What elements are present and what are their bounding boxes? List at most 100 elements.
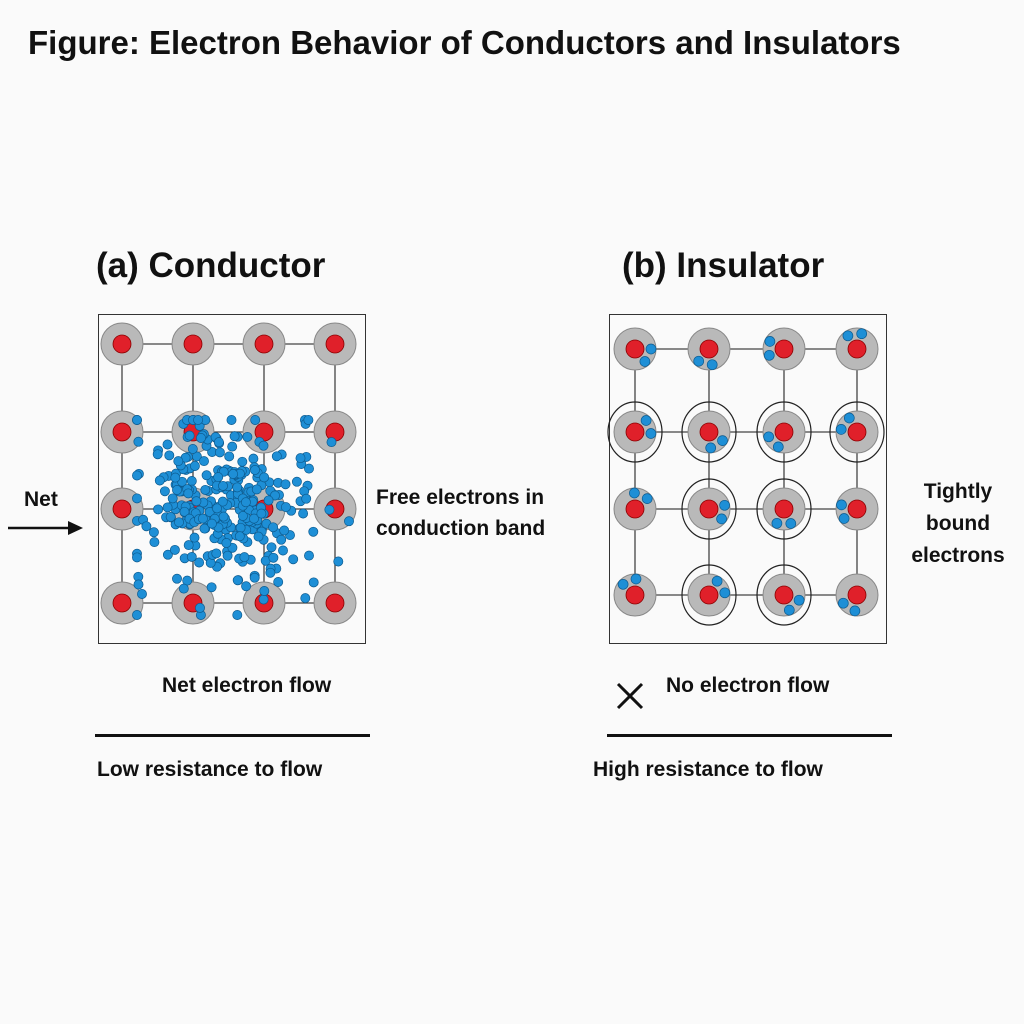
free-electron bbox=[237, 456, 248, 467]
atom-nucleus bbox=[847, 499, 867, 519]
free-electron bbox=[132, 552, 142, 563]
free-electron bbox=[169, 544, 180, 555]
free-electron bbox=[229, 431, 240, 442]
insulator-side-label-line2: bound bbox=[925, 512, 991, 535]
free-electron bbox=[298, 508, 309, 519]
bound-electron bbox=[639, 356, 651, 367]
free-electron bbox=[308, 577, 319, 588]
free-electron bbox=[152, 449, 163, 460]
free-electron bbox=[218, 511, 229, 522]
free-electron bbox=[280, 479, 291, 490]
conductor-side-label: Free electrons in conduction band bbox=[376, 482, 545, 544]
insulator-resistance-label: High resistance to flow bbox=[593, 758, 823, 781]
free-electron bbox=[266, 542, 277, 553]
free-electron bbox=[304, 463, 314, 474]
insulator-side-label-line3: electrons bbox=[911, 544, 1005, 567]
free-electron bbox=[212, 503, 222, 514]
free-electron bbox=[133, 436, 144, 447]
free-electron bbox=[132, 415, 142, 425]
free-electron bbox=[162, 549, 173, 560]
free-electron bbox=[344, 516, 354, 527]
free-electron bbox=[183, 488, 194, 499]
atom-nucleus bbox=[254, 334, 274, 354]
free-electron bbox=[232, 575, 243, 586]
free-electron bbox=[242, 431, 253, 442]
free-electron bbox=[276, 534, 287, 545]
free-electron bbox=[179, 506, 190, 517]
free-electron bbox=[164, 450, 175, 461]
free-electron bbox=[173, 456, 184, 467]
free-electron bbox=[241, 581, 252, 592]
bound-electron bbox=[630, 573, 642, 585]
atom-nucleus bbox=[325, 593, 345, 613]
free-electron bbox=[288, 554, 299, 565]
free-electron bbox=[249, 513, 259, 524]
free-electron bbox=[258, 594, 269, 605]
bound-electron bbox=[629, 487, 640, 499]
free-electron bbox=[189, 532, 200, 543]
bound-electron bbox=[849, 605, 861, 617]
free-electron bbox=[187, 444, 198, 454]
free-electron bbox=[200, 484, 211, 495]
bound-electron bbox=[717, 435, 728, 446]
free-electron bbox=[137, 589, 147, 599]
free-electron bbox=[251, 484, 262, 495]
free-electron bbox=[324, 504, 335, 515]
bound-electron bbox=[763, 431, 775, 443]
insulator-side-label: Tightly bound electrons bbox=[898, 476, 1018, 572]
insulator-divider bbox=[607, 734, 892, 737]
conductor-title: (a) Conductor bbox=[96, 246, 326, 285]
bound-electron bbox=[706, 359, 718, 371]
free-electron bbox=[189, 461, 200, 471]
free-electron bbox=[178, 583, 189, 594]
conductor-flow-label: Net electron flow bbox=[162, 674, 332, 697]
atom-nucleus bbox=[699, 339, 719, 359]
free-electron bbox=[271, 451, 282, 462]
free-electron bbox=[304, 550, 314, 561]
atom-nucleus bbox=[699, 422, 719, 442]
free-electron bbox=[259, 586, 270, 596]
free-electron bbox=[154, 475, 165, 486]
free-electron bbox=[253, 531, 264, 542]
atom-nucleus bbox=[112, 334, 132, 354]
free-electron bbox=[227, 441, 238, 452]
bound-electron bbox=[793, 594, 805, 606]
free-electron bbox=[235, 522, 246, 533]
free-electron bbox=[303, 415, 314, 425]
insulator-lattice-panel bbox=[607, 314, 887, 644]
atom-nucleus bbox=[112, 593, 132, 613]
free-electron bbox=[206, 518, 217, 529]
free-electron bbox=[162, 502, 173, 513]
free-electron bbox=[186, 476, 197, 486]
free-electron bbox=[240, 497, 251, 508]
free-electron bbox=[213, 472, 224, 483]
conductor-resistance-label: Low resistance to flow bbox=[97, 758, 323, 781]
free-electron bbox=[141, 521, 152, 532]
free-electron bbox=[186, 551, 197, 562]
free-electron bbox=[333, 556, 344, 567]
atom-nucleus bbox=[699, 585, 719, 605]
electron-orbit bbox=[681, 401, 737, 463]
bound-electron bbox=[645, 343, 657, 355]
insulator-lattice-diagram bbox=[607, 327, 885, 626]
bound-electron bbox=[705, 442, 717, 454]
free-electron bbox=[153, 504, 164, 515]
free-electron bbox=[162, 439, 173, 450]
conductor-side-label-line2: conduction band bbox=[376, 517, 546, 540]
free-electron bbox=[174, 517, 184, 528]
free-electron bbox=[211, 548, 222, 559]
insulator-title: (b) Insulator bbox=[622, 246, 825, 285]
free-electron bbox=[256, 508, 267, 519]
free-electron bbox=[250, 465, 260, 475]
electron-orbit bbox=[681, 478, 737, 540]
atom-nucleus bbox=[625, 585, 645, 605]
bound-electron bbox=[764, 336, 776, 347]
free-electron bbox=[194, 557, 205, 568]
free-electron bbox=[228, 469, 239, 479]
x-mark-icon bbox=[616, 682, 644, 710]
bound-electron bbox=[843, 412, 855, 424]
insulator-side-label-line1: Tightly bbox=[923, 480, 993, 503]
free-electron bbox=[195, 602, 205, 613]
free-electron bbox=[232, 482, 243, 493]
free-electron bbox=[222, 550, 233, 561]
